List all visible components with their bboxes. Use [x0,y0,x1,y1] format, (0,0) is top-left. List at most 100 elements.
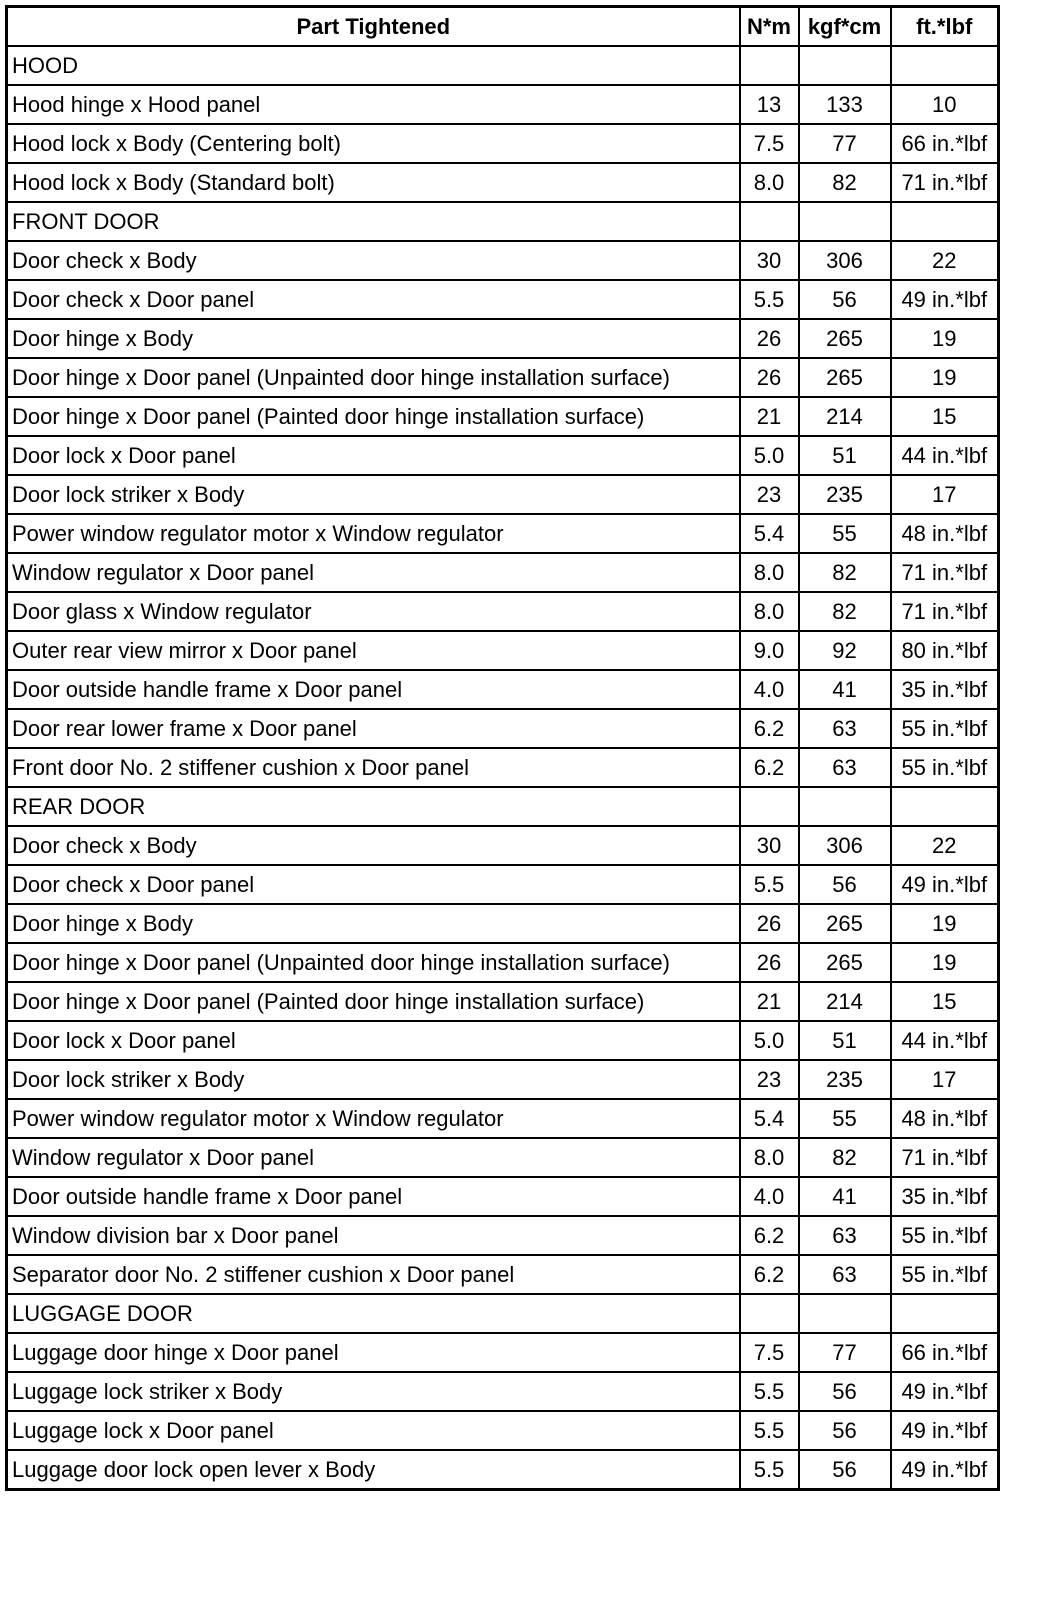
kgfcm-cell: 56 [797,1410,892,1451]
ftlbf-cell: 55 in.*lbf [889,1215,1000,1256]
part-cell: HOOD [5,45,741,86]
nm-cell: 23 [738,474,800,515]
section-row: HOOD [5,45,1000,86]
nm-cell: 7.5 [738,123,800,164]
kgfcm-cell: 306 [797,240,892,281]
ftlbf-cell: 19 [889,942,1000,983]
kgfcm-cell [797,786,892,827]
section-row: FRONT DOOR [5,201,1000,242]
nm-cell: 5.4 [738,1098,800,1139]
ftlbf-cell: 49 in.*lbf [889,1449,1000,1491]
kgfcm-cell: 55 [797,1098,892,1139]
ftlbf-cell: 44 in.*lbf [889,435,1000,476]
nm-cell: 30 [738,825,800,866]
ftlbf-cell: 44 in.*lbf [889,1020,1000,1061]
ftlbf-cell: 80 in.*lbf [889,630,1000,671]
part-cell: Hood hinge x Hood panel [5,84,741,125]
nm-cell: 5.5 [738,1371,800,1412]
ftlbf-cell: 71 in.*lbf [889,552,1000,593]
kgfcm-cell: 82 [797,162,892,203]
part-cell: Luggage lock striker x Body [5,1371,741,1412]
table-row: Door rear lower frame x Door panel 6.2 63 5… [5,708,1000,749]
table-row: Door glass x Window regulator 8.0 82 71 in.… [5,591,1000,632]
ftlbf-cell: 66 in.*lbf [889,123,1000,164]
kgfcm-cell: 214 [797,981,892,1022]
table-row: Window regulator x Door panel 8.0 82 71 in.… [5,1137,1000,1178]
ftlbf-cell: 49 in.*lbf [889,1410,1000,1451]
kgfcm-cell: 265 [797,318,892,359]
nm-cell: 13 [738,84,800,125]
part-cell: Hood lock x Body (Standard bolt) [5,162,741,203]
nm-cell: 26 [738,942,800,983]
table-row: Hood hinge x Hood panel 13 133 10 [5,84,1000,125]
part-cell: Hood lock x Body (Centering bolt) [5,123,741,164]
part-cell: REAR DOOR [5,786,741,827]
header-nm: N*m [738,5,800,47]
nm-cell: 5.5 [738,864,800,905]
part-cell: Front door No. 2 stiffener cushion x Doo… [5,747,741,788]
part-cell: Door hinge x Body [5,903,741,944]
table-row: Outer rear view mirror x Door panel 9.0 92… [5,630,1000,671]
part-cell: Window regulator x Door panel [5,1137,741,1178]
ftlbf-cell: 55 in.*lbf [889,708,1000,749]
kgfcm-cell: 92 [797,630,892,671]
kgfcm-cell: 77 [797,123,892,164]
table-row: Window division bar x Door panel 6.2 63 55 … [5,1215,1000,1256]
nm-cell [738,201,800,242]
kgfcm-cell: 55 [797,513,892,554]
part-cell: Door hinge x Door panel (Unpainted door … [5,357,741,398]
part-cell: Door check x Door panel [5,279,741,320]
nm-cell: 5.5 [738,1449,800,1491]
ftlbf-cell: 17 [889,474,1000,515]
ftlbf-cell: 71 in.*lbf [889,162,1000,203]
ftlbf-cell: 22 [889,240,1000,281]
table-row: Door lock x Door panel 5.0 51 44 in.*lbf [5,435,1000,476]
kgfcm-cell: 235 [797,474,892,515]
section-row: REAR DOOR [5,786,1000,827]
kgfcm-cell: 63 [797,1215,892,1256]
ftlbf-cell: 19 [889,357,1000,398]
part-cell: FRONT DOOR [5,201,741,242]
nm-cell: 26 [738,357,800,398]
nm-cell: 8.0 [738,552,800,593]
ftlbf-cell: 49 in.*lbf [889,864,1000,905]
nm-cell: 30 [738,240,800,281]
nm-cell: 26 [738,318,800,359]
ftlbf-cell: 35 in.*lbf [889,669,1000,710]
nm-cell: 9.0 [738,630,800,671]
kgfcm-cell [797,201,892,242]
nm-cell [738,45,800,86]
table-row: Hood lock x Body (Standard bolt) 8.0 82 71 … [5,162,1000,203]
part-cell: Outer rear view mirror x Door panel [5,630,741,671]
part-cell: Door hinge x Door panel (Unpainted door … [5,942,741,983]
table-row: Door hinge x Body 26 265 19 [5,318,1000,359]
nm-cell: 6.2 [738,747,800,788]
part-cell: Door hinge x Door panel (Painted door hi… [5,981,741,1022]
kgfcm-cell: 41 [797,669,892,710]
table-row: Door check x Door panel 5.5 56 49 in.*lbf [5,864,1000,905]
ftlbf-cell: 48 in.*lbf [889,513,1000,554]
part-cell: Luggage door lock open lever x Body [5,1449,741,1491]
table-body: HOOD Hood hinge x Hood panel 13 133 10 Hood l… [5,45,1000,1491]
part-cell: Door glass x Window regulator [5,591,741,632]
kgfcm-cell: 235 [797,1059,892,1100]
table-row: Power window regulator motor x Window re… [5,1098,1000,1139]
kgfcm-cell [797,45,892,86]
ftlbf-cell [889,786,1000,827]
kgfcm-cell: 265 [797,903,892,944]
nm-cell: 21 [738,981,800,1022]
ftlbf-cell: 55 in.*lbf [889,747,1000,788]
table-row: Door lock striker x Body 23 235 17 [5,1059,1000,1100]
kgfcm-cell: 41 [797,1176,892,1217]
header-part-tightened: Part Tightened [5,5,741,47]
part-cell: Door outside handle frame x Door panel [5,669,741,710]
section-row: LUGGAGE DOOR [5,1293,1000,1334]
table-row: Door hinge x Door panel (Unpainted door … [5,942,1000,983]
table-row: Door outside handle frame x Door panel 4.… [5,669,1000,710]
kgfcm-cell: 265 [797,357,892,398]
part-cell: Door outside handle frame x Door panel [5,1176,741,1217]
ftlbf-cell: 35 in.*lbf [889,1176,1000,1217]
part-cell: Door check x Door panel [5,864,741,905]
nm-cell: 8.0 [738,162,800,203]
table-row: Door check x Door panel 5.5 56 49 in.*lbf [5,279,1000,320]
